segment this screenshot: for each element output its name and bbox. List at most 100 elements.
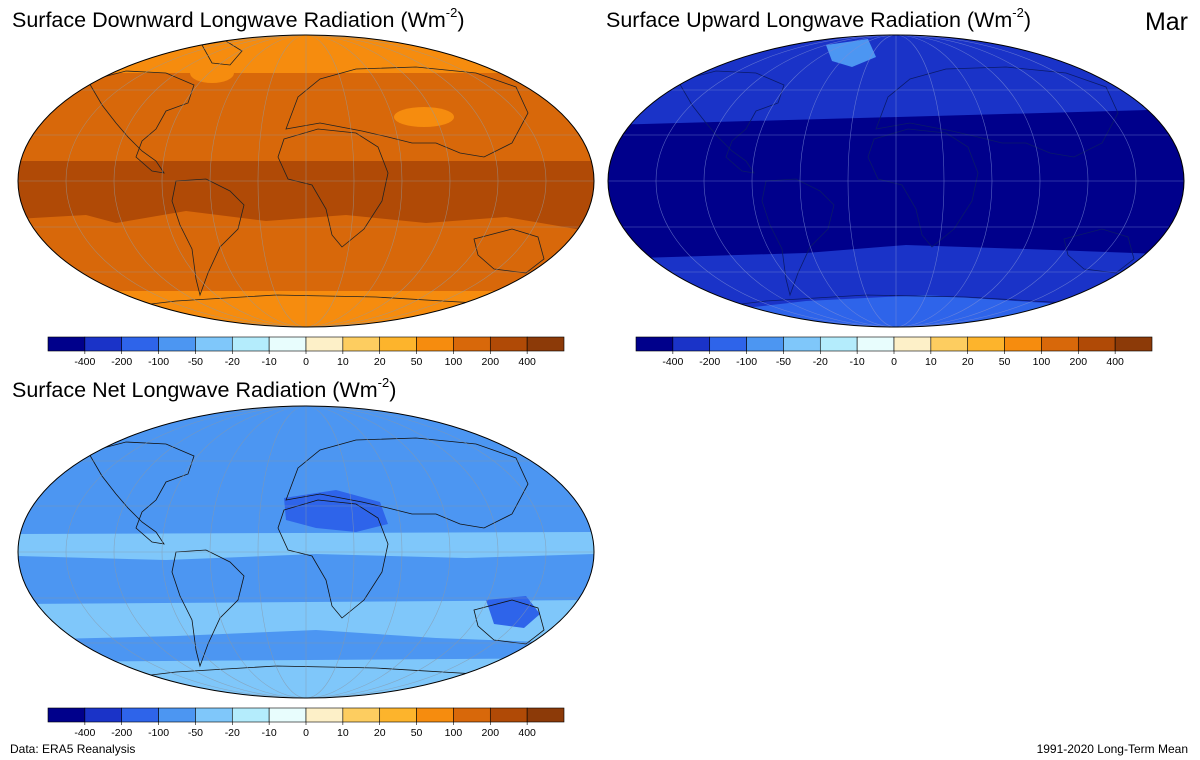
- colorbar-swatch: [453, 707, 491, 723]
- field-patch: [284, 490, 388, 532]
- colorbar-tick-label: -20: [813, 356, 828, 368]
- colorbar-tick-label: 50: [411, 727, 423, 739]
- colorbar-swatch: [47, 707, 86, 723]
- map-frame: [607, 34, 1185, 328]
- colorbar-tick-label: -50: [188, 727, 203, 739]
- unit-exponent: -2: [377, 375, 390, 390]
- colorbar-tick-label: 20: [374, 356, 386, 368]
- colorbar-tick-label: 50: [999, 356, 1011, 368]
- colorbar-tick-label: -10: [262, 356, 277, 368]
- colorbar-tick-label: 20: [374, 727, 386, 739]
- colorbar-swatch: [635, 336, 674, 352]
- graticule: [608, 35, 1184, 327]
- colorbar-tick-label: 10: [337, 356, 349, 368]
- colorbar-tick-label: 200: [1070, 356, 1088, 368]
- field-patch: [486, 596, 540, 628]
- unit-exponent: -2: [445, 5, 458, 20]
- colorbar-tick-label: 400: [518, 356, 536, 368]
- colorbar-tick-label: -10: [262, 727, 277, 739]
- colorbar-swatch: [489, 707, 528, 723]
- title-close-paren: ): [457, 8, 465, 33]
- colorbar-swatch: [930, 336, 969, 352]
- colorbar-swatch: [893, 336, 932, 352]
- colorbar-swatch: [1041, 336, 1079, 352]
- colorbar-swatch: [158, 707, 196, 723]
- unit-exponent: -2: [1012, 5, 1024, 20]
- colorbar-tick-label: -400: [74, 356, 95, 368]
- graticule: [18, 35, 594, 327]
- colorbar-tick-label: -200: [111, 356, 132, 368]
- upward-longwave-map: [607, 34, 1185, 328]
- colorbar-tick-label: 200: [482, 727, 500, 739]
- colorbar-swatch: [84, 336, 123, 352]
- upward-panel-title: Surface Upward Longwave Radiation (Wm-2): [606, 5, 1032, 33]
- colorbar-swatch: [195, 707, 233, 723]
- colorbar-graphic: -400 -200 -100 -50 -20 -10 0 10 20 50 100 200 400: [47, 707, 565, 739]
- colorbar-tick-label: -100: [148, 356, 169, 368]
- map-frame: [17, 34, 595, 328]
- colorbar-tick-label: -20: [225, 727, 240, 739]
- colorbar-swatch: [342, 336, 381, 352]
- colorbar-swatch: [526, 707, 565, 723]
- net-title-text: Surface Net Longwave Radiation (Wm: [12, 378, 378, 403]
- colorbar-swatch: [526, 336, 565, 352]
- colorbar-swatch: [856, 336, 895, 352]
- net-longwave-map: [17, 405, 595, 699]
- title-close-paren: ): [1023, 8, 1032, 33]
- colorbar-swatch: [1114, 336, 1153, 352]
- colorbar-tick-label: -400: [662, 356, 683, 368]
- colorbar-tick-label: -200: [699, 356, 720, 368]
- field-patch: [394, 107, 454, 127]
- colorbar-swatch: [489, 336, 528, 352]
- colorbar-swatch: [967, 336, 1005, 352]
- colorbar-swatch: [453, 336, 491, 352]
- colorbar-swatch: [819, 336, 858, 352]
- downward-title-text: Surface Downward Longwave Radiation (Wm: [12, 8, 446, 33]
- colorbar-tick-label: -400: [74, 727, 95, 739]
- colorbar-tick-label: 0: [891, 356, 897, 368]
- colorbar-tick-label: -100: [736, 356, 757, 368]
- downward-panel-title: Surface Downward Longwave Radiation (Wm-…: [12, 5, 465, 33]
- colorbar-swatch: [47, 336, 86, 352]
- upward-title-text: Surface Upward Longwave Radiation (Wm: [606, 8, 1013, 33]
- colorbar-tick-label: 10: [337, 727, 349, 739]
- colorbar-swatch: [1004, 336, 1042, 352]
- colorbar-swatch: [268, 707, 307, 723]
- colorbar-graphic: -400 -200 -100 -50 -20 -10 0 10 20 50 100 200 400: [635, 336, 1153, 368]
- colorbar-swatch: [305, 336, 344, 352]
- colorbar-tick-label: 100: [445, 356, 463, 368]
- period-label: 1991-2020 Long-Term Mean: [1036, 742, 1188, 756]
- colorbar-graphic: -400 -200 -100 -50 -20 -10 0 10 20 50 100 200 400: [47, 336, 565, 368]
- colorbar-tick-label: -10: [850, 356, 865, 368]
- net-panel-title: Surface Net Longwave Radiation (Wm-2): [12, 375, 397, 403]
- colorbar-tick-label: 100: [445, 727, 463, 739]
- colorbar-swatch: [709, 336, 747, 352]
- colorbar-swatch: [195, 336, 233, 352]
- colorbar-swatch: [121, 707, 159, 723]
- colorbar-swatch: [379, 707, 417, 723]
- downward-longwave-map: [17, 34, 595, 328]
- colorbar-tick-label: 400: [1106, 356, 1124, 368]
- colorbar-swatch: [416, 336, 454, 352]
- colorbar-swatch: [746, 336, 784, 352]
- colorbar-tick-label: 50: [411, 356, 423, 368]
- colorbar-tick-label: 20: [962, 356, 974, 368]
- colorbar-tick-label: 200: [482, 356, 500, 368]
- colorbar-tick-label: 0: [303, 356, 309, 368]
- colorbar-tick-label: -100: [148, 727, 169, 739]
- colorbar-tick-label: 400: [518, 727, 536, 739]
- month-label: Mar: [1144, 8, 1188, 36]
- colorbar-swatch: [416, 707, 454, 723]
- colorbar-tick-label: 100: [1033, 356, 1051, 368]
- field-patch: [826, 39, 876, 67]
- colorbar-tick-label: -200: [111, 727, 132, 739]
- colorbar-swatch: [231, 336, 270, 352]
- colorbar-tick-label: -50: [776, 356, 791, 368]
- title-close-paren: ): [389, 378, 397, 403]
- colorbar-tick-label: 0: [303, 727, 309, 739]
- colorbar-swatch: [672, 336, 711, 352]
- colorbar-swatch: [231, 707, 270, 723]
- colorbar-swatch: [783, 336, 821, 352]
- colorbar-swatch: [1077, 336, 1116, 352]
- field-patch: [190, 63, 234, 83]
